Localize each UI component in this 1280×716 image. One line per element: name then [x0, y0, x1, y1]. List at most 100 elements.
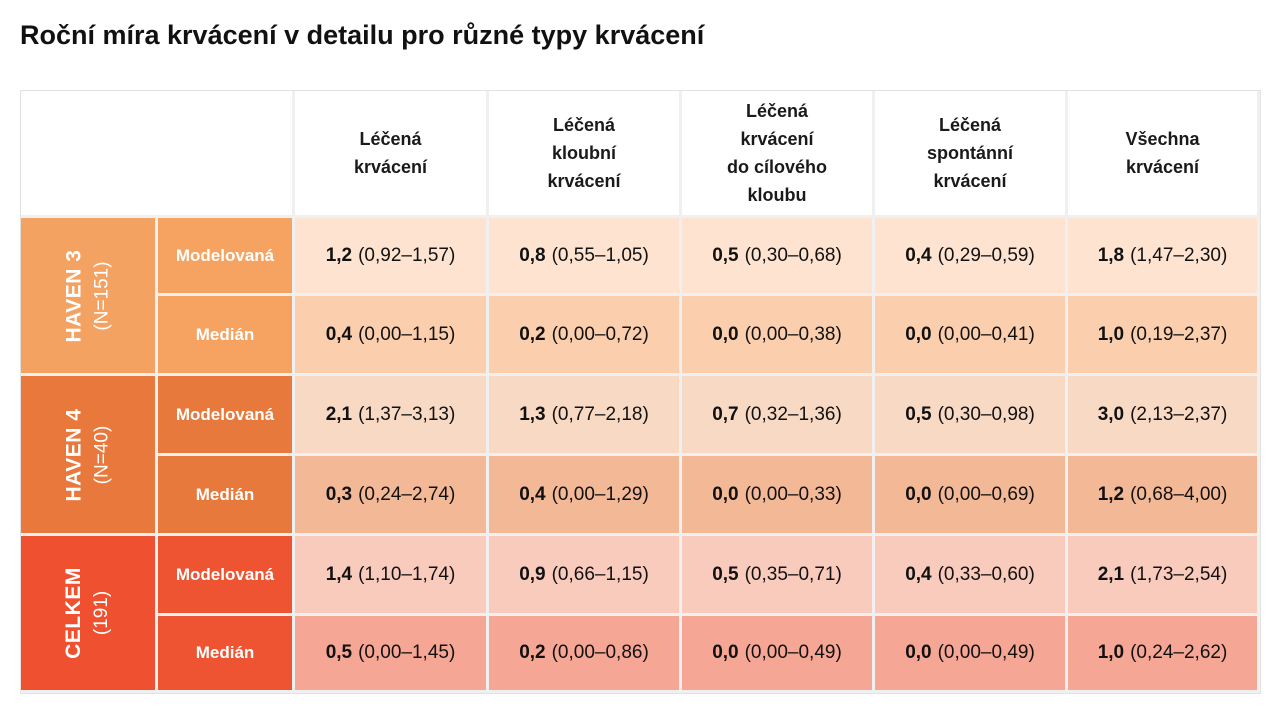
group-count: (N=151)	[91, 260, 112, 331]
cell-value: 0,2	[519, 642, 546, 663]
group-label-text: CELKEM (191)	[60, 567, 116, 659]
cell-value: 0,3	[325, 483, 353, 505]
cell-ci: (2,13–2,37)	[1130, 403, 1228, 425]
row-label: Medián	[158, 616, 292, 690]
row-label: Medián	[158, 456, 292, 533]
cell-ci: (0,00–0,38)	[744, 323, 842, 345]
data-cell: 0,5 (0,30–0,68)	[682, 218, 872, 293]
column-header-line: Léčená	[938, 115, 1002, 135]
column-header-line: Léčená	[745, 101, 809, 121]
group-name: CELKEM	[61, 567, 85, 659]
column-header-label: Léčená krvácení	[354, 125, 427, 181]
cell-value: 1,2	[325, 244, 353, 266]
cell-ci: (0,77–2,18)	[551, 403, 649, 425]
data-cell: 3,0 (2,13–2,37)	[1068, 376, 1257, 453]
data-cell: 2,1 (1,73–2,54)	[1068, 536, 1257, 613]
cell-ci: (0,66–1,15)	[551, 563, 649, 585]
group-label: HAVEN 4 (N=40)	[21, 376, 155, 533]
corner-cell	[21, 91, 292, 215]
cell-ci: (1,10–1,74)	[358, 563, 456, 585]
cell-value: 2,1	[1097, 563, 1125, 585]
cell-value: 0,0	[905, 483, 932, 505]
cell-ci: (0,00–1,29)	[551, 483, 649, 505]
cell-ci: (0,35–0,71)	[744, 563, 842, 585]
cell-ci: (0,00–0,49)	[937, 642, 1035, 663]
cell-ci: (0,24–2,74)	[358, 483, 456, 505]
cell-value: 1,0	[1097, 323, 1125, 345]
cell-value: 1,2	[1097, 483, 1125, 505]
data-cell: 1,8 (1,47–2,30)	[1068, 218, 1257, 293]
cell-value: 0,8	[519, 244, 546, 266]
cell-value: 0,0	[905, 323, 932, 345]
data-cell: 0,0 (0,00–0,38)	[682, 296, 872, 373]
data-cell: 0,7 (0,32–1,36)	[682, 376, 872, 453]
column-header-line: spontánní	[927, 143, 1013, 163]
data-cell: 0,0 (0,00–0,69)	[875, 456, 1065, 533]
data-cell: 1,2 (0,92–1,57)	[295, 218, 486, 293]
row-label: Modelovaná	[158, 376, 292, 453]
cell-ci: (1,73–2,54)	[1130, 563, 1228, 585]
column-header-line: krvácení	[740, 129, 814, 149]
cell-ci: (0,00–0,72)	[551, 323, 649, 345]
column-header-line: kloubní	[552, 143, 616, 163]
bleeding-rate-table: Léčená krvácení Léčená kloubní krvácení Léčen…	[20, 90, 1261, 694]
data-cell: 0,8 (0,55–1,05)	[489, 218, 679, 293]
cell-value: 1,4	[325, 563, 353, 585]
cell-value: 0,0	[712, 323, 739, 345]
cell-ci: (0,30–0,68)	[744, 244, 842, 266]
row-label: Modelovaná	[158, 536, 292, 613]
cell-ci: (0,00–0,41)	[937, 323, 1035, 345]
cell-value: 0,0	[905, 642, 932, 663]
column-header-line: do cílového	[726, 157, 827, 177]
cell-value: 0,4	[325, 323, 353, 345]
cell-value: 1,0	[1097, 642, 1125, 663]
data-cell: 0,4 (0,33–0,60)	[875, 536, 1065, 613]
row-label: Medián	[158, 296, 292, 373]
column-header-line: krvácení	[353, 157, 428, 177]
cell-value: 0,5	[712, 563, 739, 585]
cell-ci: (0,68–4,00)	[1130, 483, 1228, 505]
data-cell: 1,0 (0,19–2,37)	[1068, 296, 1257, 373]
cell-value: 0,0	[712, 642, 739, 663]
cell-value: 0,4	[519, 483, 546, 505]
cell-ci: (1,37–3,13)	[358, 403, 456, 425]
data-cell: 0,5 (0,00–1,45)	[295, 616, 486, 690]
column-header-line: kloubu	[747, 185, 807, 205]
column-header-label: Léčená spontánní krvácení	[927, 111, 1013, 195]
column-header: Všechna krvácení	[1068, 91, 1257, 215]
column-header: Léčená kloubní krvácení	[489, 91, 679, 215]
data-cell: 1,4 (1,10–1,74)	[295, 536, 486, 613]
cell-ci: (0,24–2,62)	[1130, 642, 1228, 663]
cell-ci: (0,30–0,98)	[937, 403, 1035, 425]
group-name: HAVEN 4	[62, 408, 85, 501]
cell-ci: (0,00–0,49)	[744, 642, 842, 663]
cell-value: 0,0	[712, 483, 739, 505]
page-title: Roční míra krvácení v detailu pro různé …	[20, 20, 705, 50]
cell-ci: (0,00–0,69)	[937, 483, 1035, 505]
cell-ci: (0,00–0,86)	[551, 642, 649, 663]
cell-value: 3,0	[1097, 403, 1125, 425]
cell-value: 0,7	[712, 403, 739, 425]
group-count: (N=40)	[91, 425, 112, 484]
column-header-line: Všechna	[1125, 129, 1200, 149]
data-cell: 0,2 (0,00–0,72)	[489, 296, 679, 373]
data-cell: 0,5 (0,35–0,71)	[682, 536, 872, 613]
group-count: (191)	[90, 590, 112, 636]
column-header-line: krvácení	[1125, 157, 1200, 177]
cell-value: 1,8	[1097, 244, 1125, 266]
data-cell: 0,0 (0,00–0,49)	[875, 616, 1065, 690]
data-cell: 0,0 (0,00–0,33)	[682, 456, 872, 533]
data-cell: 0,4 (0,29–0,59)	[875, 218, 1065, 293]
column-header: Léčená spontánní krvácení	[875, 91, 1065, 215]
column-header-line: krvácení	[547, 171, 621, 191]
cell-ci: (0,00–1,15)	[358, 323, 456, 345]
cell-value: 0,5	[905, 403, 932, 425]
group-label: CELKEM (191)	[21, 536, 155, 690]
group-name: HAVEN 3	[62, 249, 85, 342]
data-cell: 1,2 (0,68–4,00)	[1068, 456, 1257, 533]
cell-ci: (1,47–2,30)	[1130, 244, 1228, 266]
column-header-line: krvácení	[933, 171, 1007, 191]
column-header: Léčená krvácení	[295, 91, 486, 215]
cell-ci: (0,32–1,36)	[744, 403, 842, 425]
data-cell: 0,3 (0,24–2,74)	[295, 456, 486, 533]
